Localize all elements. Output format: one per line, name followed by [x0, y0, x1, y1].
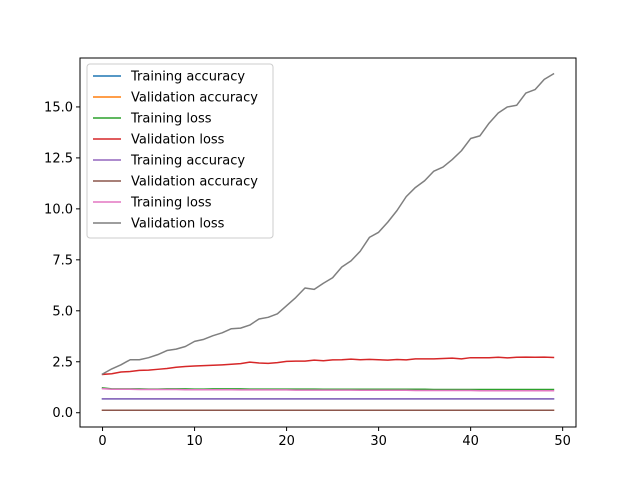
series-lines: [101, 72, 555, 412]
x-tick-label: 20: [278, 434, 295, 449]
y-tick-label: 15.0: [44, 100, 73, 115]
legend-label: Validation loss: [131, 217, 225, 232]
legend-label: Training loss: [130, 112, 212, 127]
x-tick-label: 40: [462, 434, 479, 449]
series-line-4: [101, 356, 555, 376]
legend-label: Training accuracy: [130, 154, 245, 169]
legend-box: [86, 63, 274, 239]
y-axis: 0.0 2.5 5.0 7.5 10.0 12.5 15.0: [44, 100, 80, 421]
legend-label: Training loss: [130, 196, 212, 211]
legend-label: Validation accuracy: [131, 175, 258, 190]
legend-label: Training accuracy: [130, 70, 245, 85]
series-line-8: [101, 72, 555, 376]
y-tick-label: 2.5: [52, 355, 73, 370]
y-tick-label: 0.0: [52, 406, 73, 421]
y-tick-label: 10.0: [44, 202, 73, 217]
x-tick-label: 50: [554, 434, 571, 449]
plot-area-frame: [79, 57, 577, 428]
y-tick-label: 5.0: [52, 304, 73, 319]
legend-label: Validation accuracy: [131, 91, 258, 106]
x-tick-label: 10: [186, 434, 203, 449]
x-tick-label: 0: [98, 434, 106, 449]
series-line-7: [101, 387, 555, 392]
x-tick-label: 30: [370, 434, 387, 449]
legend-label: Validation loss: [131, 133, 225, 148]
y-tick-label: 12.5: [44, 151, 73, 166]
y-tick-label: 7.5: [52, 253, 73, 268]
x-axis: 0 10 20 30 40 50: [98, 427, 571, 449]
legend: Training accuracy Validation accuracy Trai…: [86, 63, 274, 239]
